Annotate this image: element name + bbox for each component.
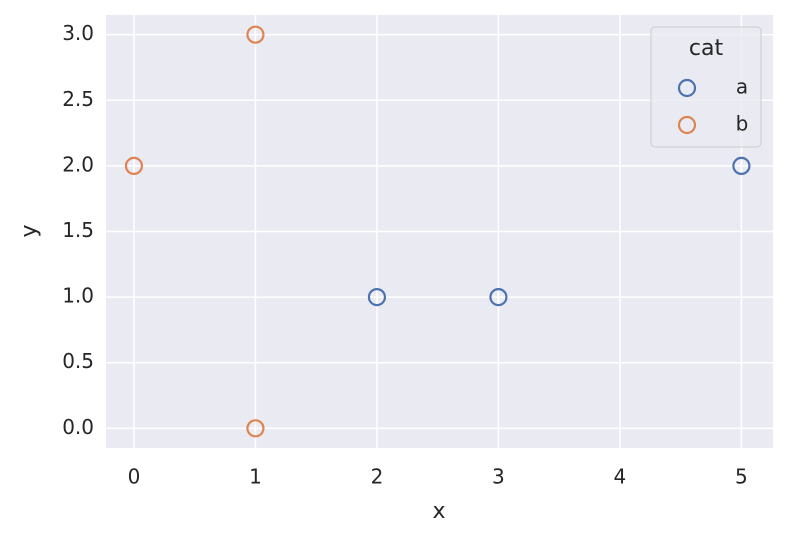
point	[732, 156, 751, 175]
y-tick-label: 3.0	[62, 21, 94, 45]
legend-label: a	[736, 75, 748, 99]
legend-label: b	[736, 112, 749, 136]
x-tick-label: 0	[128, 465, 141, 489]
y-axis-label: y	[17, 224, 42, 237]
point	[367, 288, 387, 307]
x-tick-label: 3	[492, 465, 505, 489]
x-tick-label: 1	[249, 465, 262, 489]
y-tick-label: 0.0	[62, 415, 94, 439]
y-tick-label: 1.5	[62, 218, 94, 242]
x-tick-label: 5	[735, 465, 748, 489]
legend-marker	[677, 115, 697, 135]
y-tick-label: 2.5	[62, 87, 94, 111]
grid	[106, 15, 773, 448]
x-axis-label: x	[432, 499, 445, 524]
y-tick-label: 1.0	[62, 284, 94, 308]
legend-marker	[677, 78, 697, 98]
y-tick-label: 2.0	[62, 152, 94, 176]
point	[124, 156, 144, 175]
legend-title: cat	[689, 36, 724, 61]
point	[246, 419, 265, 438]
x-tick-label: 4	[614, 465, 627, 489]
y-tick-label: 0.5	[62, 349, 94, 373]
x-tick-label: 2	[371, 465, 384, 489]
point	[489, 288, 508, 307]
marks	[124, 25, 751, 438]
legend-box	[650, 26, 762, 148]
point	[246, 25, 265, 44]
